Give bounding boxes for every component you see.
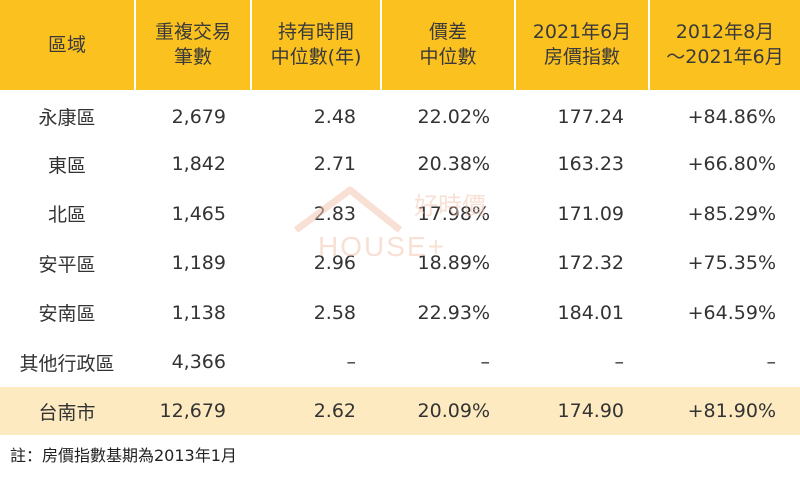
cell-district: 東區: [47, 154, 86, 177]
cell-index: 171.09: [557, 202, 624, 225]
table-row: 北區 1,465 2.83 17.98% 171.09 +85.29%: [0, 189, 800, 239]
table-row: 其他行政區 4,366 – – – –: [0, 338, 800, 388]
table-row: 東區 1,842 2.71 20.38% 163.23 +66.80%: [0, 140, 800, 190]
header-line: 中位數(年): [270, 46, 362, 68]
header-line: 2021年6月: [532, 21, 632, 43]
table-row: 安南區 1,138 2.58 22.93% 184.01 +64.59%: [0, 288, 800, 338]
header-line: 重複交易: [154, 21, 231, 43]
table-total-row: 台南市 12,679 2.62 20.09% 174.90 +81.90%: [0, 387, 800, 435]
cell-holding: –: [346, 351, 357, 374]
cell-district: 安南區: [38, 303, 96, 326]
cell-index: 174.90: [514, 387, 648, 435]
header-line: 房價指數: [543, 46, 620, 68]
cell-holding: 2.62: [250, 387, 380, 435]
header-district: 區域: [0, 0, 134, 90]
header-index-change: 2012年8月 ～2021年6月: [648, 0, 800, 90]
cell-count: 2,679: [171, 105, 226, 128]
cell-district: 其他行政區: [19, 352, 115, 375]
header-line: 筆數: [173, 46, 212, 68]
cell-count: 1,138: [171, 301, 226, 324]
housing-price-table: 區域 重複交易 筆數 持有時間 中位數(年) 價差 中位數 2021年6月 房價…: [0, 0, 800, 435]
cell-holding: 2.48: [313, 105, 356, 128]
cell-count: 1,465: [171, 202, 226, 225]
housing-price-table-container: 區域 重複交易 筆數 持有時間 中位數(年) 價差 中位數 2021年6月 房價…: [0, 0, 800, 435]
cell-price-diff: 20.38%: [417, 153, 490, 176]
cell-count: 12,679: [134, 387, 250, 435]
header-price-diff-median: 價差 中位數: [380, 0, 514, 90]
cell-change: +66.80%: [687, 153, 776, 176]
cell-district: 北區: [47, 204, 86, 227]
cell-change: +75.35%: [687, 252, 776, 275]
cell-price-diff: 18.89%: [417, 252, 490, 275]
table-header-row: 區域 重複交易 筆數 持有時間 中位數(年) 價差 中位數 2021年6月 房價…: [0, 0, 800, 90]
cell-index: –: [614, 351, 625, 374]
header-line: 持有時間: [277, 21, 354, 43]
header-line: 價差: [428, 21, 467, 43]
header-repeat-sales-count: 重複交易 筆數: [134, 0, 250, 90]
cell-price-diff: 22.02%: [417, 105, 490, 128]
table-row: 安平區 1,189 2.96 18.89% 172.32 +75.35%: [0, 239, 800, 289]
header-line: ～2021年6月: [666, 46, 784, 68]
cell-change: +84.86%: [687, 105, 776, 128]
table-row: 永康區 2,679 2.48 22.02% 177.24 +84.86%: [0, 90, 800, 140]
cell-district: 台南市: [0, 387, 134, 435]
cell-change: +81.90%: [648, 387, 800, 435]
cell-holding: 2.71: [313, 153, 356, 176]
cell-price-diff: 20.09%: [380, 387, 514, 435]
cell-count: 1,842: [171, 153, 226, 176]
cell-holding: 2.58: [313, 301, 356, 324]
cell-change: –: [766, 351, 777, 374]
cell-count: 1,189: [171, 252, 226, 275]
header-price-index: 2021年6月 房價指數: [514, 0, 648, 90]
cell-change: +64.59%: [687, 301, 776, 324]
header-line: 區域: [47, 33, 86, 56]
cell-index: 177.24: [557, 105, 624, 128]
header-holding-period-median: 持有時間 中位數(年): [250, 0, 380, 90]
footnote: 註：房價指數基期為2013年1月: [10, 446, 237, 465]
cell-holding: 2.83: [313, 202, 356, 225]
cell-district: 安平區: [38, 253, 96, 276]
cell-holding: 2.96: [313, 252, 356, 275]
cell-index: 163.23: [557, 153, 624, 176]
cell-index: 184.01: [557, 301, 624, 324]
cell-price-diff: –: [480, 351, 491, 374]
cell-index: 172.32: [557, 252, 624, 275]
header-line: 中位數: [419, 46, 477, 68]
cell-count: 4,366: [171, 351, 226, 374]
header-line: 2012年8月: [675, 21, 775, 43]
cell-district: 永康區: [38, 107, 96, 130]
cell-price-diff: 17.98%: [417, 202, 490, 225]
cell-price-diff: 22.93%: [417, 301, 490, 324]
cell-change: +85.29%: [687, 202, 776, 225]
